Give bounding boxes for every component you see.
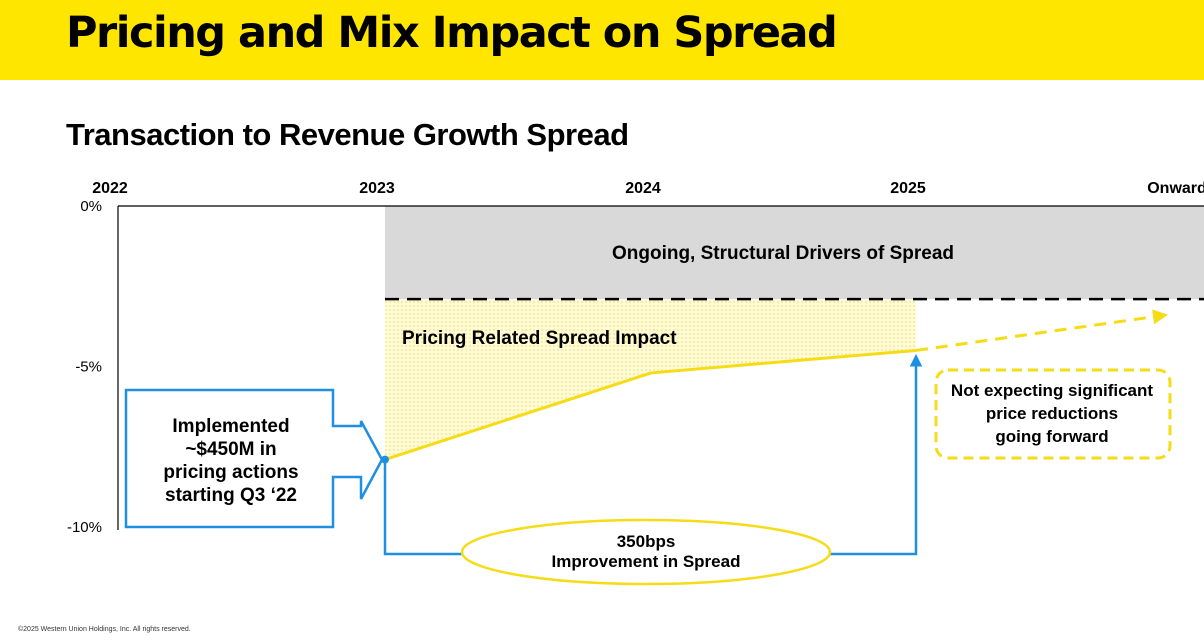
improvement-ellipse bbox=[460, 518, 832, 586]
y-tick-label: 0% bbox=[80, 198, 102, 215]
y-tick-label: -5% bbox=[75, 359, 102, 376]
right-callout-text: going forward bbox=[995, 427, 1108, 446]
chart-title: Transaction to Revenue Growth Spread bbox=[66, 117, 629, 152]
x-tick-label: Onward bbox=[1147, 180, 1204, 197]
pricing-impact-area bbox=[385, 299, 916, 460]
x-tick-label: 2023 bbox=[359, 180, 395, 197]
improvement-text: Improvement in Spread bbox=[552, 552, 741, 571]
page-title: Pricing and Mix Impact on Spread bbox=[66, 8, 838, 58]
x-tick-label: 2025 bbox=[890, 180, 926, 197]
right-callout-text: Not expecting significant bbox=[951, 381, 1153, 400]
pricing-line bbox=[384, 348, 917, 462]
left-callout-text: Implemented bbox=[172, 416, 289, 437]
left-callout-text: pricing actions bbox=[163, 462, 298, 483]
improvement-text: 350bps bbox=[617, 532, 676, 551]
structural-band-label: Ongoing, Structural Drivers of Spread bbox=[612, 243, 954, 264]
left-callout-box bbox=[124, 388, 384, 529]
y-tick-label: -10% bbox=[67, 519, 102, 536]
series-label: Pricing Related Spread Impact bbox=[402, 328, 677, 349]
left-callout-text: starting Q3 ‘22 bbox=[165, 485, 297, 506]
structural-band bbox=[385, 206, 1204, 300]
right-callout-text: price reductions bbox=[986, 404, 1118, 423]
title-banner: Pricing and Mix Impact on Spread bbox=[0, 0, 1204, 80]
x-tick-label: 2024 bbox=[625, 180, 661, 197]
projection-arrow bbox=[915, 309, 1168, 352]
left-callout-text: ~$450M in bbox=[185, 439, 276, 460]
copyright-text: ©2025 Western Union Holdings, Inc. All r… bbox=[18, 626, 191, 633]
x-tick-label: 2022 bbox=[92, 180, 128, 197]
right-callout-box bbox=[934, 368, 1172, 460]
